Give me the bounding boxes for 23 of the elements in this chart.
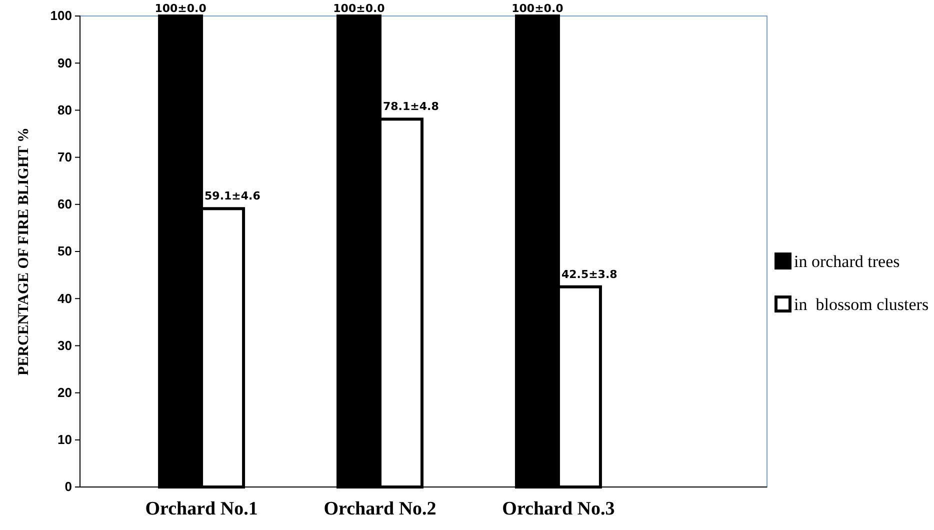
y-tick-label: 50 bbox=[58, 244, 72, 259]
y-tick-label: 30 bbox=[58, 338, 72, 353]
y-tick-label: 60 bbox=[58, 196, 72, 212]
x-tick-label: Orchard No.1 bbox=[145, 498, 258, 520]
y-tick-label: 10 bbox=[58, 432, 72, 448]
y-tick-label: 100 bbox=[50, 8, 72, 24]
y-tick-label: 70 bbox=[58, 149, 72, 164]
legend-label: in blossom clusters bbox=[794, 295, 929, 314]
y-tick-label: 0 bbox=[64, 479, 72, 494]
data-label: 42.5±3.8 bbox=[561, 268, 618, 281]
y-tick-label: 40 bbox=[58, 290, 72, 306]
data-label: 100±0.0 bbox=[154, 2, 207, 15]
y-axis-title: PERCENTAGE OF FIRE BLIGHT % bbox=[16, 127, 32, 376]
y-tick-label: 80 bbox=[58, 102, 72, 118]
y-tick-label: 20 bbox=[58, 384, 72, 400]
legend-label: in orchard trees bbox=[794, 252, 900, 271]
data-label: 78.1±4.8 bbox=[383, 100, 439, 114]
data-label: 59.1±4.6 bbox=[204, 190, 261, 203]
data-label: 100±0.0 bbox=[333, 2, 386, 15]
x-tick-label: Orchard No.2 bbox=[324, 498, 436, 520]
y-tick-label: 90 bbox=[58, 55, 72, 70]
x-tick-label: Orchard No.3 bbox=[502, 498, 615, 520]
data-label: 100±0.0 bbox=[512, 2, 564, 15]
